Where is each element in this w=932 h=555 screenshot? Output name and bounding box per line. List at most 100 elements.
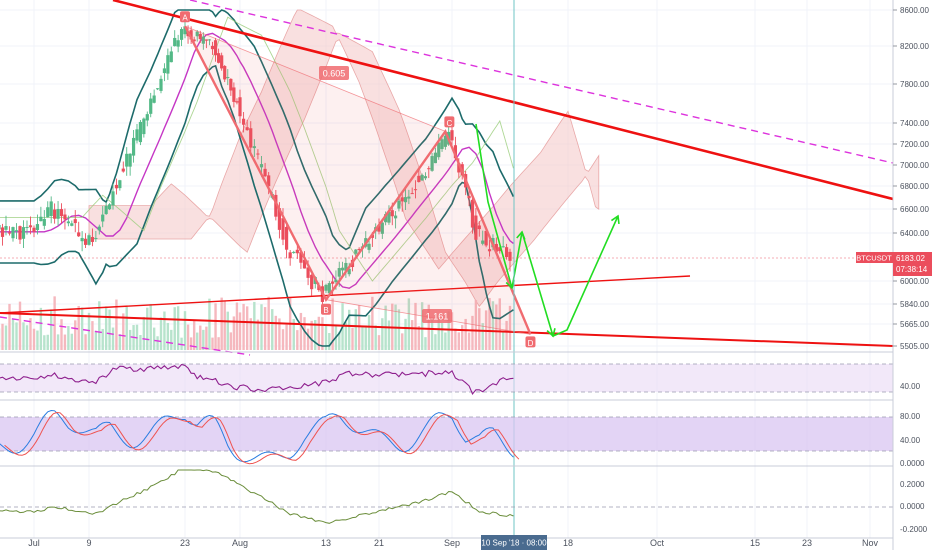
candle-body — [1, 227, 4, 236]
candle-body — [101, 215, 104, 222]
volume-bar — [98, 301, 100, 350]
pattern-point-label: B — [323, 306, 328, 315]
osc-tick-label: 0.0000 — [900, 502, 925, 511]
candle-body — [508, 252, 511, 261]
volume-bar — [47, 335, 49, 350]
candle-body — [163, 68, 166, 73]
y-tick-label: 7000.00 — [900, 161, 929, 170]
volume-bar — [211, 338, 213, 350]
volume-bar — [431, 318, 433, 350]
y-tick-label: 7200.00 — [900, 140, 929, 149]
volume-bar — [227, 312, 229, 350]
candle-body — [292, 252, 295, 253]
volume-bar — [53, 296, 55, 350]
indicator-panels — [0, 352, 893, 538]
volume-bar — [307, 329, 309, 350]
x-tick-label: 23 — [180, 538, 190, 548]
volume-bar — [282, 329, 284, 350]
volume-bar — [77, 306, 79, 350]
volume-bar — [187, 325, 189, 350]
candle-body — [63, 215, 66, 220]
ratio-label: 1.161 — [426, 312, 449, 322]
osc-tick-label: 0.2000 — [900, 480, 925, 489]
volume-bar — [139, 335, 141, 350]
volume-bar — [458, 332, 460, 350]
volume-bar — [43, 335, 45, 350]
volume-bar — [441, 323, 443, 350]
stoch-band — [0, 417, 893, 451]
volume-bar — [95, 331, 97, 350]
volume-bar — [67, 326, 69, 350]
volume-bar — [378, 335, 380, 350]
volume-bar — [167, 323, 169, 350]
ratio-label: 0.605 — [323, 69, 346, 79]
rsi-tick-label: 40.00 — [900, 382, 921, 391]
volume-bar — [271, 309, 273, 350]
volume-bar — [257, 320, 259, 350]
pattern-point-label: A — [182, 14, 188, 23]
volume-bar — [404, 319, 406, 350]
volume-bar — [502, 331, 504, 350]
volume-bar — [143, 317, 145, 350]
y-tick-label: 6000.00 — [900, 277, 929, 286]
candle-body — [450, 130, 453, 140]
candle-body — [177, 40, 180, 46]
candle-body — [105, 206, 108, 214]
volume-bar — [374, 325, 376, 350]
volume-bar — [300, 313, 302, 350]
volume-bar — [36, 331, 38, 350]
volume-bar — [122, 313, 124, 350]
candle-body — [153, 96, 156, 103]
volume-bar — [264, 307, 266, 350]
volume-bar — [108, 310, 110, 350]
stoch-tick-label: 80.00 — [900, 412, 921, 421]
volume-bar — [454, 329, 456, 350]
x-tick-label: 18 — [563, 538, 573, 548]
candle-body — [98, 227, 101, 231]
volume-bar — [236, 303, 238, 350]
candle-body — [50, 201, 53, 216]
candle-body — [29, 225, 32, 227]
volume-bar — [246, 306, 248, 350]
volume-bar — [461, 325, 463, 350]
candle-body — [142, 119, 145, 135]
candle-body — [146, 114, 149, 120]
volume-bar — [217, 337, 219, 350]
candle-body — [115, 185, 118, 188]
osc-tick-label: -0.2000 — [900, 525, 928, 534]
volume-bar — [29, 318, 31, 350]
candle-body — [60, 209, 63, 216]
candle-body — [310, 275, 313, 289]
candle-body — [11, 227, 14, 238]
candle-body — [74, 219, 77, 223]
volume-bar — [26, 325, 28, 350]
volume-bar — [424, 337, 426, 350]
volume-bar — [153, 328, 155, 350]
volume-bar — [208, 299, 210, 350]
volume-bar — [275, 316, 277, 350]
candle-body — [118, 180, 121, 188]
volume-bar — [71, 334, 73, 350]
volume-bar — [88, 313, 90, 350]
volume-bar — [242, 304, 244, 350]
volume-bar — [84, 334, 86, 350]
volume-bar — [260, 304, 262, 350]
y-tick-label: 6800.00 — [900, 182, 929, 191]
volume-bar — [220, 298, 222, 350]
volume-bar — [468, 332, 470, 350]
volume-bar — [112, 328, 114, 350]
volume-bar — [74, 320, 76, 350]
symbol-badge: BTCUSDT — [856, 254, 892, 263]
volume-bar — [91, 321, 93, 350]
candle-body — [108, 204, 111, 209]
pattern-point-label: D — [528, 339, 534, 348]
x-tick-label: 23 — [802, 538, 812, 548]
y-tick-label: 6400.00 — [900, 229, 929, 238]
volume-bar — [146, 308, 148, 350]
volume-bar — [81, 308, 83, 350]
volume-bar — [22, 322, 24, 350]
x-tick-label: Oct — [650, 538, 665, 548]
volume-bar — [19, 302, 21, 350]
